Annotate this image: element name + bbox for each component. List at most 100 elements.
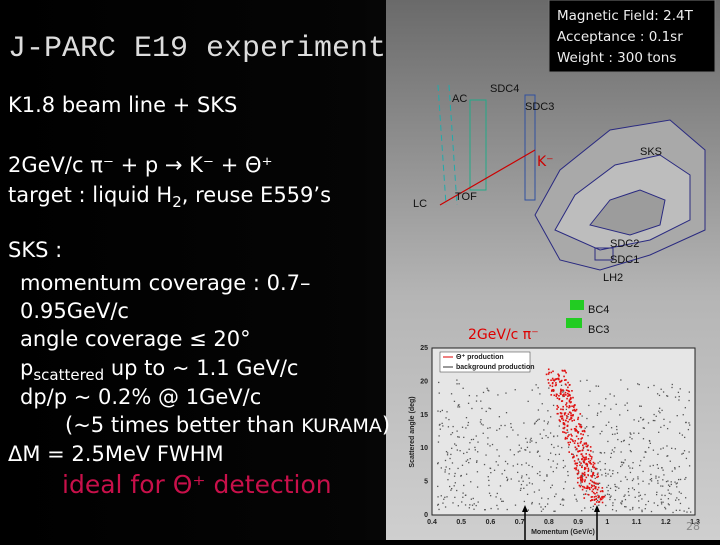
dot <box>638 500 640 502</box>
dot <box>596 412 599 414</box>
dot <box>592 491 595 494</box>
dot <box>685 421 687 424</box>
dot <box>585 445 587 447</box>
dot <box>573 408 576 411</box>
dot <box>567 413 570 415</box>
dot <box>555 393 558 396</box>
dot <box>647 386 650 389</box>
dot <box>574 404 576 406</box>
dot <box>547 458 550 461</box>
dot <box>555 467 558 469</box>
dot <box>454 496 456 499</box>
dot <box>601 490 604 492</box>
dot <box>463 436 465 439</box>
dot <box>451 447 453 449</box>
dot <box>626 478 628 481</box>
dot <box>550 486 552 489</box>
dot <box>568 443 570 446</box>
dot <box>584 427 586 429</box>
dot <box>577 472 580 474</box>
dot <box>667 455 669 457</box>
dot <box>489 445 491 447</box>
dot <box>553 510 555 512</box>
dot <box>656 464 658 466</box>
dot <box>442 502 444 504</box>
dot <box>599 498 602 501</box>
dot <box>443 498 445 500</box>
dot <box>456 383 458 385</box>
bullet: target : liquid H2, reuse E559’s <box>8 183 331 211</box>
dot <box>601 474 603 476</box>
dot <box>592 505 595 507</box>
dot <box>590 499 593 501</box>
dot <box>648 483 650 485</box>
dot <box>632 478 635 480</box>
dot <box>514 504 517 506</box>
dot <box>581 488 584 491</box>
dot <box>474 446 476 449</box>
dot <box>527 400 529 403</box>
dot <box>662 501 664 503</box>
dot <box>667 503 670 505</box>
dot <box>605 398 607 400</box>
dot <box>572 414 574 416</box>
dot <box>465 417 468 419</box>
dot <box>669 485 671 488</box>
dot <box>647 422 650 424</box>
dot <box>604 468 606 470</box>
dot <box>689 424 691 426</box>
dot <box>580 476 582 478</box>
dot <box>571 435 573 437</box>
axis-label: Scattered angle (deg) <box>409 396 416 467</box>
dot <box>609 498 611 501</box>
dot <box>588 486 591 489</box>
dot <box>562 395 564 398</box>
dot <box>557 412 559 415</box>
dot <box>570 433 572 436</box>
dot <box>582 444 584 447</box>
dot <box>547 378 549 381</box>
dot <box>541 403 543 405</box>
dot <box>585 442 587 444</box>
dot <box>600 452 602 454</box>
dot <box>557 406 560 409</box>
dot <box>565 408 568 411</box>
dot <box>457 406 459 408</box>
dot <box>649 465 651 467</box>
dot <box>631 487 634 489</box>
dot <box>596 476 598 479</box>
dot <box>592 488 595 491</box>
dot <box>565 402 568 404</box>
dot <box>593 485 596 487</box>
dot <box>590 458 593 460</box>
dot <box>441 409 443 412</box>
dot <box>503 469 506 472</box>
dot <box>634 496 636 498</box>
dot <box>679 388 681 390</box>
dot <box>622 440 625 442</box>
dot <box>604 472 607 475</box>
dot <box>563 412 566 415</box>
dot <box>639 494 642 496</box>
dot <box>678 395 680 398</box>
dot <box>561 499 563 501</box>
dot <box>686 511 688 513</box>
dot <box>575 425 578 428</box>
dot <box>566 397 568 400</box>
dot <box>570 428 573 431</box>
dot <box>562 391 564 393</box>
dot <box>597 486 600 489</box>
dot <box>642 480 644 482</box>
dot <box>616 428 618 431</box>
dot <box>622 461 625 464</box>
dot <box>585 487 587 490</box>
dot <box>620 503 623 505</box>
dot <box>600 498 603 501</box>
dot <box>674 448 677 450</box>
dot <box>644 508 646 510</box>
dot <box>606 493 609 495</box>
dot <box>579 476 581 479</box>
dot <box>585 458 588 460</box>
dot <box>472 438 475 441</box>
dot <box>626 402 628 404</box>
